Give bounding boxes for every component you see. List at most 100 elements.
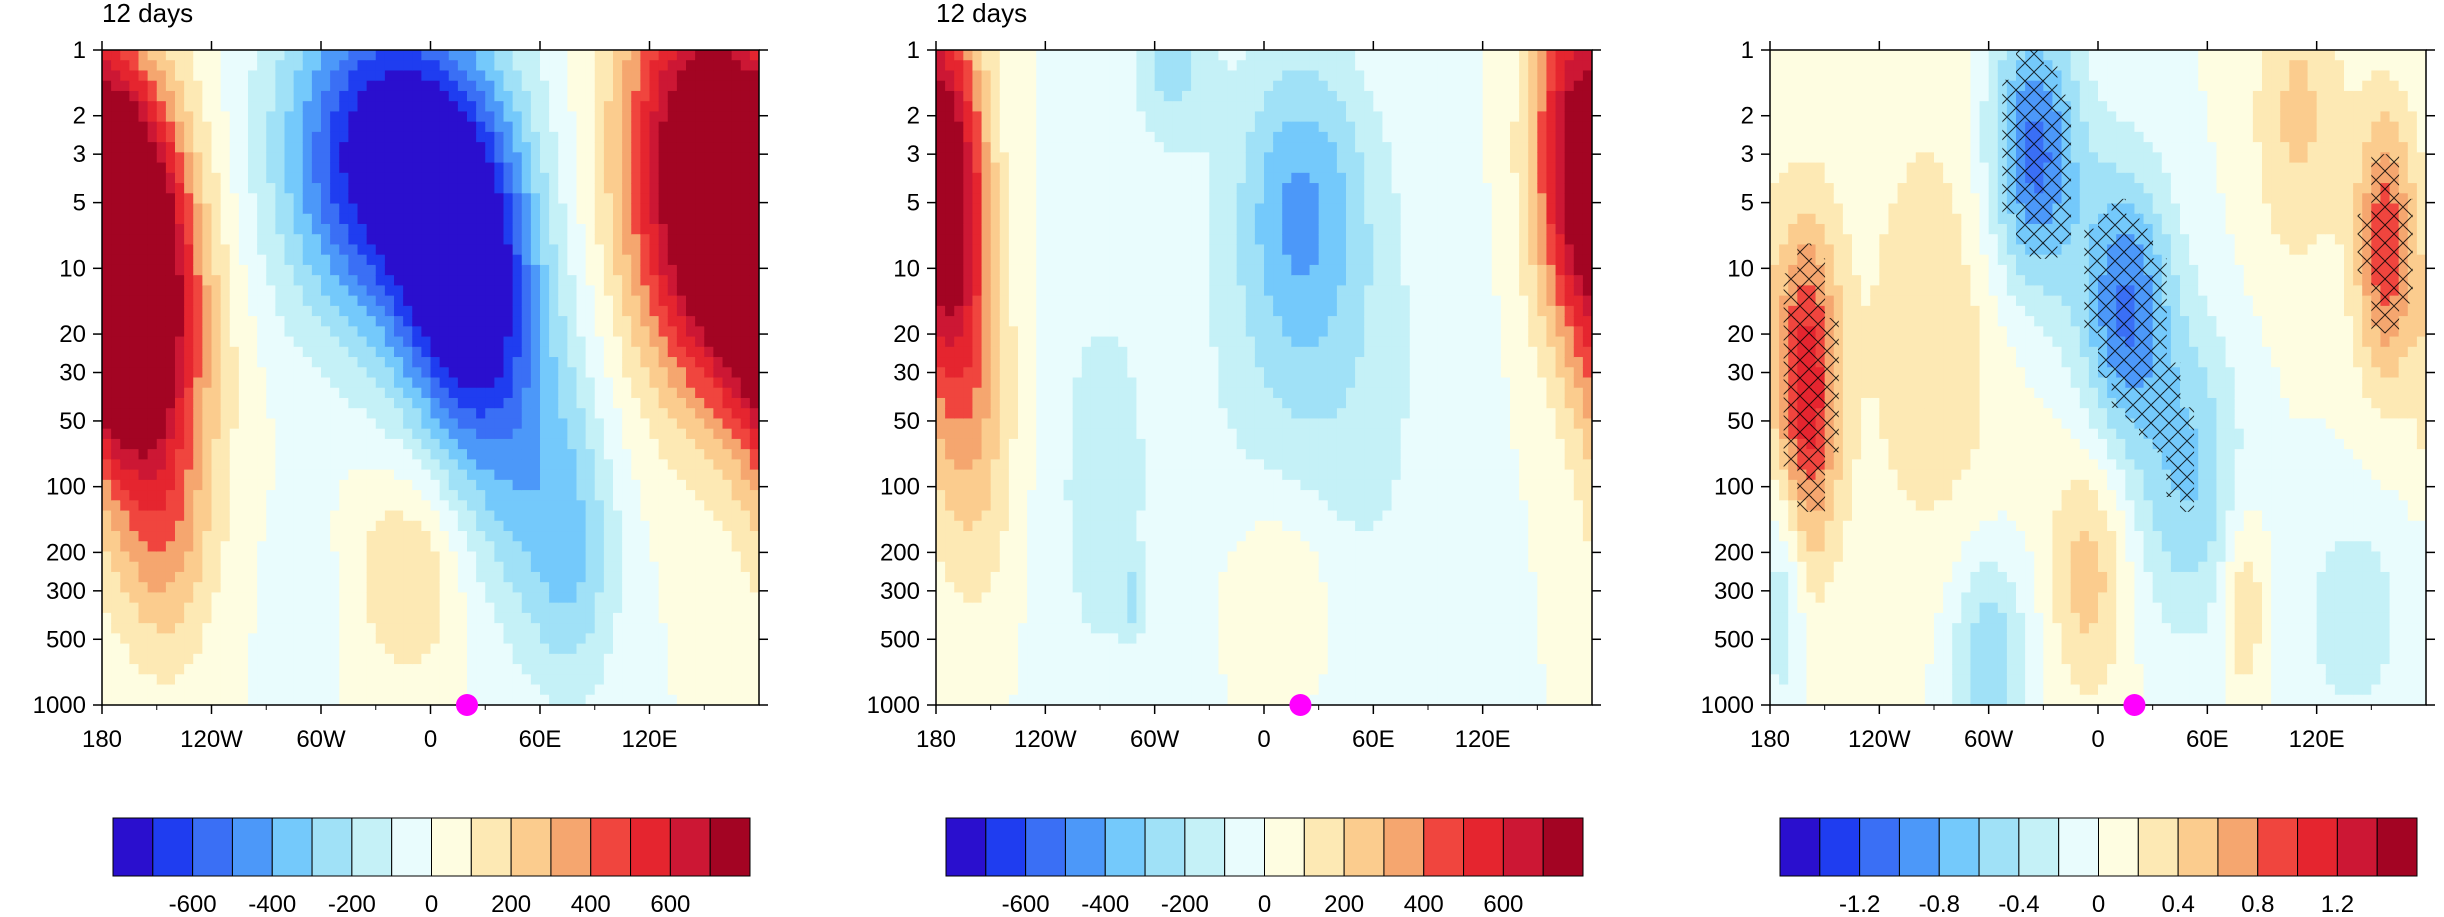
field-cell [558, 479, 568, 491]
field-cell [945, 121, 955, 133]
field-cell [348, 213, 359, 225]
field-cell [266, 438, 276, 450]
field-cell [576, 80, 587, 92]
field-cell [530, 101, 541, 112]
field-cell [448, 162, 459, 174]
field-cell [375, 203, 386, 215]
field-cell [476, 459, 486, 471]
field-cell [704, 571, 714, 583]
field-cell [936, 90, 946, 102]
field-cell [266, 510, 276, 522]
field-cell [366, 172, 377, 184]
field-cell [649, 142, 660, 153]
field-cell [330, 469, 340, 481]
field-cell [238, 172, 249, 184]
field-cell [184, 694, 194, 705]
field-cell [421, 60, 432, 72]
field-cell [138, 213, 149, 225]
field-cell [275, 90, 286, 102]
field-cell [521, 469, 532, 481]
field-cell [576, 664, 587, 675]
field-cell [954, 377, 964, 389]
field-cell [576, 295, 587, 307]
field-cell [375, 479, 386, 491]
field-cell [248, 387, 258, 399]
field-cell [266, 131, 276, 143]
field-cell [330, 275, 340, 286]
field-cell [366, 490, 377, 501]
field-cell [549, 592, 559, 604]
field-cell [521, 275, 532, 286]
field-cell [311, 336, 322, 348]
field-cell [649, 643, 660, 655]
field-cell [193, 80, 203, 92]
field-cell [704, 561, 714, 573]
field-cell [494, 183, 505, 194]
field-cell [695, 285, 705, 297]
field-cell [193, 305, 203, 317]
field-cell [375, 520, 386, 532]
field-cell [954, 142, 964, 153]
field-cell [731, 193, 742, 205]
field-cell [102, 377, 112, 389]
field-cell [485, 674, 495, 686]
field-cell [972, 90, 983, 102]
field-cell [713, 541, 724, 553]
field-cell [954, 305, 964, 317]
field-cell [375, 571, 386, 583]
field-cell [576, 674, 587, 686]
field-cell [549, 500, 559, 512]
field-cell [945, 500, 955, 512]
field-cell [722, 582, 733, 594]
field-cell [257, 490, 267, 501]
field-cell [366, 428, 377, 440]
field-cell [330, 326, 340, 338]
field-cell [375, 60, 386, 72]
field-cell [585, 449, 596, 460]
field-cell [439, 561, 450, 573]
field-cell [403, 541, 413, 553]
field-cell [494, 316, 505, 327]
field-cell [284, 684, 295, 696]
field-cell [348, 592, 359, 604]
field-cell [686, 50, 696, 61]
field-cell [512, 234, 523, 246]
field-cell [667, 633, 678, 645]
field-cell [640, 674, 651, 686]
field-cell [676, 571, 687, 583]
field-cell [485, 438, 495, 450]
field-cell [302, 633, 313, 645]
field-cell [403, 346, 413, 358]
field-cell [430, 285, 441, 297]
field-cell [229, 152, 240, 164]
field-cell [585, 326, 596, 338]
field-cell [102, 162, 112, 174]
field-cell [248, 183, 258, 194]
field-cell [530, 592, 541, 604]
field-cell [311, 490, 322, 501]
field-cell [749, 541, 759, 553]
field-cell [348, 510, 359, 522]
field-cell [339, 387, 349, 399]
field-cell [257, 510, 267, 522]
field-cell [457, 285, 468, 297]
field-cell [494, 479, 505, 491]
field-cell [165, 612, 176, 624]
field-cell [448, 316, 459, 327]
field-cell [357, 449, 368, 460]
field-cell [165, 254, 176, 266]
field-cell [448, 305, 459, 317]
field-cell [521, 633, 532, 645]
field-cell [311, 213, 322, 225]
field-cell [421, 449, 432, 460]
field-cell [936, 582, 946, 594]
field-cell [963, 551, 974, 563]
field-cell [266, 643, 276, 655]
y-tick-label: 500 [46, 626, 86, 653]
field-cell [695, 602, 705, 614]
field-cell [238, 459, 249, 471]
field-cell [640, 469, 651, 481]
field-cell [476, 582, 486, 594]
field-cell [430, 531, 441, 542]
field-cell [485, 264, 495, 276]
